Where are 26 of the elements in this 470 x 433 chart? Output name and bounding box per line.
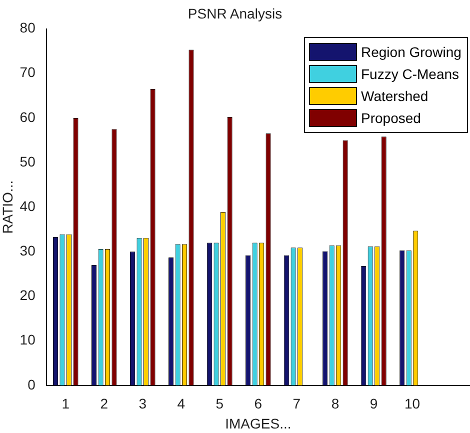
y-tick-label: 60 — [20, 108, 36, 125]
y-tick-label: 20 — [20, 287, 36, 304]
chart-title: PSNR Analysis — [188, 5, 282, 22]
x-tick-label: 4 — [177, 396, 186, 412]
legend-label: Proposed — [361, 110, 421, 126]
y-tick-label: 30 — [20, 242, 36, 259]
x-tick-label: 9 — [370, 396, 378, 412]
y-tick-label: 50 — [20, 153, 36, 170]
y-tick-label: 40 — [20, 198, 36, 214]
x-tick-label: 8 — [331, 396, 340, 412]
x-tick-label: 5 — [216, 396, 224, 412]
y-tick-label: 80 — [20, 20, 36, 36]
x-axis-title: IMAGES... — [225, 415, 292, 432]
y-axis-title: RATIO... — [0, 180, 16, 234]
x-tick-label: 7 — [292, 396, 301, 412]
legend-label: Watershed — [361, 88, 428, 104]
x-tick-label: 1 — [62, 396, 70, 412]
x-tick-label: 10 — [404, 396, 420, 412]
x-tick-label: 6 — [254, 396, 262, 412]
y-tick-label: 0 — [28, 376, 36, 392]
x-tick-label: 3 — [138, 396, 147, 412]
legend-label: Fuzzy C-Means — [361, 66, 460, 82]
y-tick-label: 70 — [20, 64, 36, 80]
x-tick-label: 2 — [100, 396, 108, 412]
y-tick-label: 10 — [20, 332, 36, 348]
legend-label: Region Growing — [361, 44, 462, 60]
